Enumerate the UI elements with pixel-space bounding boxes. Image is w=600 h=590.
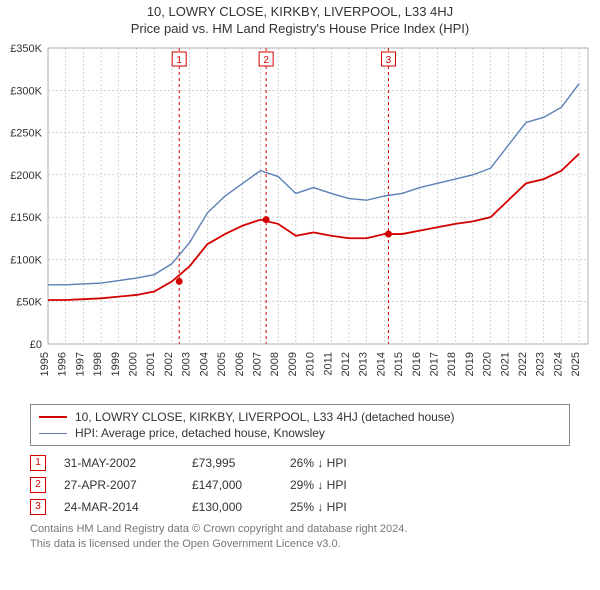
footer-note: Contains HM Land Registry data © Crown c… [30, 522, 570, 552]
chart: £0 £50K £100K £150K £200K £250K £300K £350K 1995… [0, 38, 600, 398]
legend-row: 10, LOWRY CLOSE, KIRKBY, LIVERPOOL, L33 … [39, 409, 561, 425]
sale-marker-number: 2 [263, 55, 269, 66]
sale-delta: 29% ↓ HPI [290, 478, 347, 492]
y-tick-label: £100K [10, 254, 42, 266]
legend-label: 10, LOWRY CLOSE, KIRKBY, LIVERPOOL, L33 … [75, 410, 455, 424]
title-main: 10, LOWRY CLOSE, KIRKBY, LIVERPOOL, L33 … [0, 4, 600, 19]
x-tick-label: 2019 [464, 352, 476, 376]
x-tick-label: 2025 [570, 352, 582, 376]
x-tick-label: 1997 [74, 352, 86, 376]
sale-price: £147,000 [192, 478, 272, 492]
legend-swatch [39, 433, 67, 434]
footer-line1: Contains HM Land Registry data © Crown c… [30, 522, 570, 537]
title-sub: Price paid vs. HM Land Registry's House … [0, 21, 600, 36]
x-tick-label: 2017 [429, 352, 441, 376]
sale-delta: 25% ↓ HPI [290, 500, 347, 514]
x-tick-label: 2005 [216, 352, 228, 376]
x-tick-label: 2013 [358, 352, 370, 376]
y-tick-label: £50K [16, 297, 42, 309]
sales-table: 1 31-MAY-2002 £73,995 26% ↓ HPI 2 27-APR-2007… [30, 452, 570, 518]
y-tick-label: £200K [10, 170, 42, 182]
x-tick-label: 2009 [287, 352, 299, 376]
y-tick-label: £350K [10, 43, 42, 55]
x-tick-label: 1995 [39, 352, 51, 376]
sale-marker-icon: 2 [30, 477, 46, 493]
x-tick-label: 2014 [375, 352, 387, 376]
sale-marker-number: 3 [386, 55, 392, 66]
sale-delta: 26% ↓ HPI [290, 456, 347, 470]
sale-marker-number: 1 [176, 55, 182, 66]
x-tick-label: 2008 [269, 352, 281, 376]
legend-label: HPI: Average price, detached house, Know… [75, 426, 325, 440]
x-tick-label: 1996 [57, 352, 69, 376]
chart-svg: £0 £50K £100K £150K £200K £250K £300K £350K 1995… [0, 38, 600, 398]
x-tick-label: 2003 [181, 352, 193, 376]
sale-price: £130,000 [192, 500, 272, 514]
legend-swatch [39, 416, 67, 418]
y-tick-label: £300K [10, 85, 42, 97]
sale-date: 27-APR-2007 [64, 478, 174, 492]
sales-row: 2 27-APR-2007 £147,000 29% ↓ HPI [30, 474, 570, 496]
chart-titles: 10, LOWRY CLOSE, KIRKBY, LIVERPOOL, L33 … [0, 0, 600, 38]
x-tick-label: 2011 [322, 352, 334, 376]
x-tick-label: 2022 [517, 352, 529, 376]
x-tick-label: 2021 [499, 352, 511, 376]
sale-marker-icon: 3 [30, 499, 46, 515]
sale-marker-dot [176, 278, 183, 285]
x-tick-label: 2018 [446, 352, 458, 376]
x-tick-label: 2007 [251, 352, 263, 376]
sales-row: 1 31-MAY-2002 £73,995 26% ↓ HPI [30, 452, 570, 474]
x-tick-label: 1998 [92, 352, 104, 376]
x-tick-label: 2006 [234, 352, 246, 376]
legend-row: HPI: Average price, detached house, Know… [39, 425, 561, 441]
sale-price: £73,995 [192, 456, 272, 470]
x-tick-label: 2004 [198, 352, 210, 376]
x-tick-label: 2000 [128, 352, 140, 376]
x-tick-label: 2020 [482, 352, 494, 376]
y-tick-label: £150K [10, 212, 42, 224]
y-tick-label: £250K [10, 128, 42, 140]
footer-line2: This data is licensed under the Open Gov… [30, 537, 570, 552]
x-tick-label: 1999 [110, 352, 122, 376]
sale-date: 24-MAR-2014 [64, 500, 174, 514]
x-tick-label: 2001 [145, 352, 157, 376]
x-tick-label: 2012 [340, 352, 352, 376]
x-tick-label: 2023 [535, 352, 547, 376]
x-tick-label: 2015 [393, 352, 405, 376]
x-tick-label: 2016 [411, 352, 423, 376]
x-tick-label: 2010 [305, 352, 317, 376]
legend: 10, LOWRY CLOSE, KIRKBY, LIVERPOOL, L33 … [30, 404, 570, 446]
sale-date: 31-MAY-2002 [64, 456, 174, 470]
page-container: 10, LOWRY CLOSE, KIRKBY, LIVERPOOL, L33 … [0, 0, 600, 552]
sales-row: 3 24-MAR-2014 £130,000 25% ↓ HPI [30, 496, 570, 518]
y-tick-label: £0 [30, 339, 42, 351]
sale-marker-icon: 1 [30, 455, 46, 471]
x-tick-label: 2002 [163, 352, 175, 376]
x-tick-label: 2024 [552, 352, 564, 376]
